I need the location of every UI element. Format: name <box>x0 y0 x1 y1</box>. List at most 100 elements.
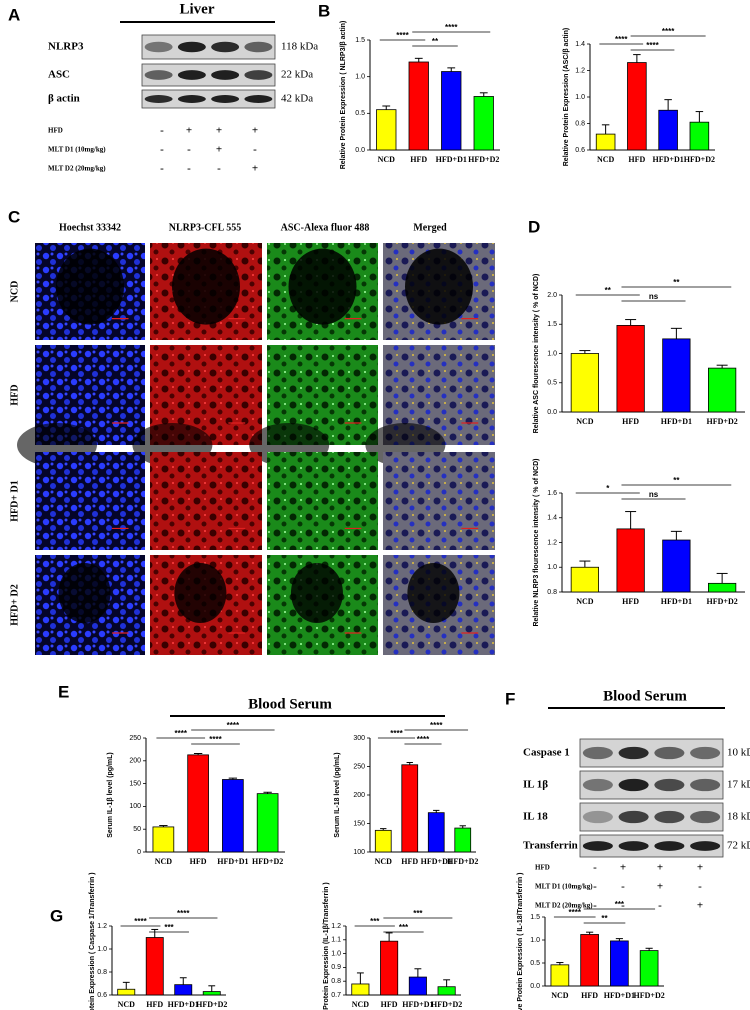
y-tick-label: 0.0 <box>355 147 365 154</box>
y-axis-label: Relative Protein Expression (IL-1β/Trans… <box>323 882 330 1010</box>
stain-header: NLRP3-CFL 555 <box>169 222 242 233</box>
y-tick-label: 1.2 <box>547 539 557 546</box>
blot-row-label: IL 1β <box>523 779 548 791</box>
y-tick-label: 1.0 <box>331 950 341 957</box>
treatment-sign: + <box>252 125 258 137</box>
y-tick-label: 250 <box>353 763 365 770</box>
group-label: NCD <box>9 281 20 303</box>
bar <box>708 367 737 413</box>
treatment-sign: - <box>621 881 625 893</box>
significance-label: *** <box>399 923 409 932</box>
y-tick-label: 1.2 <box>575 67 585 74</box>
bar <box>380 940 399 996</box>
treatment-sign: - <box>593 862 597 874</box>
y-tick-label: 1.5 <box>547 321 557 328</box>
y-tick-label: 1.4 <box>575 41 585 48</box>
significance-label: ns <box>649 490 659 499</box>
group-label: HFD+ D2 <box>9 584 20 626</box>
bar <box>174 984 193 996</box>
y-tick-label: 1.5 <box>355 37 365 44</box>
x-tick-label: HFD+D2 <box>196 1000 227 1009</box>
treatment-label: HFD <box>48 127 63 135</box>
blot-title: Blood Serum <box>603 688 687 704</box>
treatment-sign: + <box>657 881 663 893</box>
significance-label: **** <box>569 908 582 917</box>
x-tick-label: HFD+D1 <box>402 1000 433 1009</box>
blot-band <box>177 70 206 80</box>
x-tick-label: HFD+D2 <box>447 857 478 866</box>
y-tick-label: 1.0 <box>547 350 557 357</box>
y-axis-label: Serum IL-18 level (pg/mL) <box>334 752 341 837</box>
x-tick-label: HFD <box>190 857 207 866</box>
x-tick-label: NCD <box>375 857 393 866</box>
significance-label: *** <box>413 909 423 918</box>
section-title: Blood Serum <box>248 696 332 712</box>
blot-row-label: NLRP3 <box>48 41 84 53</box>
x-tick-label: HFD+D2 <box>468 155 499 164</box>
treatment-sign: + <box>216 125 222 137</box>
x-tick-label: NCD <box>576 417 594 426</box>
blot-band <box>244 41 273 53</box>
bar <box>441 71 462 151</box>
significance-label: **** <box>445 23 458 32</box>
blot-band <box>690 810 721 824</box>
treatment-sign: + <box>657 862 663 874</box>
blot-band <box>177 95 206 103</box>
bar <box>374 829 392 853</box>
x-tick-label: HFD+D2 <box>684 155 715 164</box>
y-tick-label: 2.0 <box>547 292 557 299</box>
significance-label: **** <box>662 27 675 36</box>
y-tick-label: 1.0 <box>97 946 107 953</box>
x-tick-label: HFD+D2 <box>707 597 738 606</box>
blot-band <box>654 746 685 760</box>
panel-label: B <box>318 1 330 20</box>
panel-label: D <box>528 217 540 236</box>
x-tick-label: HFD+D1 <box>604 991 635 1000</box>
blot-strip <box>141 89 276 109</box>
bar <box>610 940 629 987</box>
treatment-label: MLT D2 (20mg/kg) <box>535 902 593 910</box>
blot-band <box>211 41 240 53</box>
blot-band <box>654 810 685 824</box>
blot-band <box>582 778 613 792</box>
significance-label: **** <box>646 41 659 50</box>
blot-band <box>144 41 173 53</box>
blot-row-label: Caspase 1 <box>523 747 570 759</box>
treatment-sign: - <box>593 881 597 893</box>
blot-band <box>654 841 685 851</box>
bar <box>376 109 397 151</box>
blot-strip <box>579 834 724 858</box>
significance-label: ** <box>673 476 680 485</box>
y-tick-label: 200 <box>129 758 141 765</box>
bar <box>152 826 175 853</box>
blot-size: 18 kDa <box>727 811 750 823</box>
x-tick-label: HFD+D1 <box>436 155 467 164</box>
significance-label: *** <box>370 917 380 926</box>
treatment-label: MLT D1 (10mg/kg) <box>535 883 593 891</box>
blot-band <box>244 70 273 80</box>
blot-band <box>582 841 613 851</box>
y-tick-label: 200 <box>353 792 365 799</box>
y-tick-label: 0.8 <box>97 969 107 976</box>
y-tick-label: 0.5 <box>547 380 557 387</box>
x-tick-label: HFD <box>628 155 645 164</box>
x-tick-label: NCD <box>352 1000 370 1009</box>
blot-row-label: Transferrin <box>523 840 578 852</box>
blot-band <box>618 841 649 851</box>
bar <box>689 121 710 151</box>
x-tick-label: HFD <box>146 1000 163 1009</box>
y-tick-label: 1.6 <box>547 490 557 497</box>
treatment-sign: - <box>160 125 164 137</box>
y-tick-label: 100 <box>353 849 365 856</box>
bar <box>454 827 472 853</box>
blot-band <box>177 41 206 53</box>
significance-label: **** <box>175 729 188 738</box>
treatment-sign: + <box>252 163 258 175</box>
blot-size: 22 kDa <box>281 69 313 81</box>
micrograph <box>35 452 145 550</box>
y-tick-label: 1.0 <box>575 94 585 101</box>
vessel <box>58 563 111 623</box>
x-tick-label: NCD <box>576 597 594 606</box>
blot-row-label: IL 18 <box>523 811 548 823</box>
bar <box>580 934 599 987</box>
